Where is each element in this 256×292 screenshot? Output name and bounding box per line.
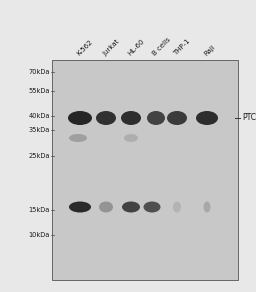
Ellipse shape xyxy=(144,201,161,213)
Ellipse shape xyxy=(69,134,87,142)
Ellipse shape xyxy=(124,134,138,142)
Text: Raji: Raji xyxy=(203,44,216,57)
Ellipse shape xyxy=(147,111,165,125)
Ellipse shape xyxy=(121,111,141,125)
Ellipse shape xyxy=(204,201,210,213)
Bar xyxy=(52,60,238,280)
Ellipse shape xyxy=(196,111,218,125)
Ellipse shape xyxy=(99,201,113,213)
Ellipse shape xyxy=(96,111,116,125)
Text: K-562: K-562 xyxy=(76,39,94,57)
Text: PTCRA: PTCRA xyxy=(242,114,256,123)
Text: B cells: B cells xyxy=(152,37,172,57)
Text: 15kDa: 15kDa xyxy=(29,207,50,213)
Ellipse shape xyxy=(122,201,140,213)
Text: 35kDa: 35kDa xyxy=(29,127,50,133)
Text: 55kDa: 55kDa xyxy=(28,88,50,94)
Text: 70kDa: 70kDa xyxy=(28,69,50,75)
Ellipse shape xyxy=(68,111,92,125)
Text: HL-60: HL-60 xyxy=(127,38,145,57)
Ellipse shape xyxy=(69,201,91,213)
Text: 10kDa: 10kDa xyxy=(29,232,50,238)
Text: 25kDa: 25kDa xyxy=(28,153,50,159)
Text: Jurkat: Jurkat xyxy=(102,38,120,57)
Ellipse shape xyxy=(167,111,187,125)
Text: THP-1: THP-1 xyxy=(173,38,191,57)
Text: 40kDa: 40kDa xyxy=(28,113,50,119)
Ellipse shape xyxy=(173,201,181,213)
